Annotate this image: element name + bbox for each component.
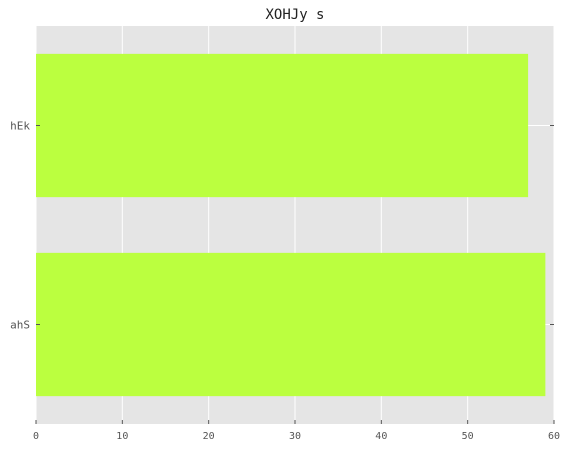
x-tick-label: 50 <box>462 431 474 442</box>
category-label: ahS <box>10 319 30 332</box>
x-tick-label: 20 <box>203 431 215 442</box>
x-tick-label: 0 <box>33 431 39 442</box>
bar-hEk <box>36 53 529 198</box>
chart-title: XOHJy s <box>265 7 324 23</box>
category-label: hEk <box>10 120 30 133</box>
x-tick-label: 10 <box>116 431 128 442</box>
axis-ticks: 0 10 20 30 40 50 60 ahS hEk <box>10 120 560 443</box>
bars <box>36 53 546 397</box>
x-tick-label: 30 <box>289 431 301 442</box>
bar-ahS <box>36 252 546 397</box>
x-tick-label: 60 <box>548 431 560 442</box>
x-tick-label: 40 <box>375 431 387 442</box>
